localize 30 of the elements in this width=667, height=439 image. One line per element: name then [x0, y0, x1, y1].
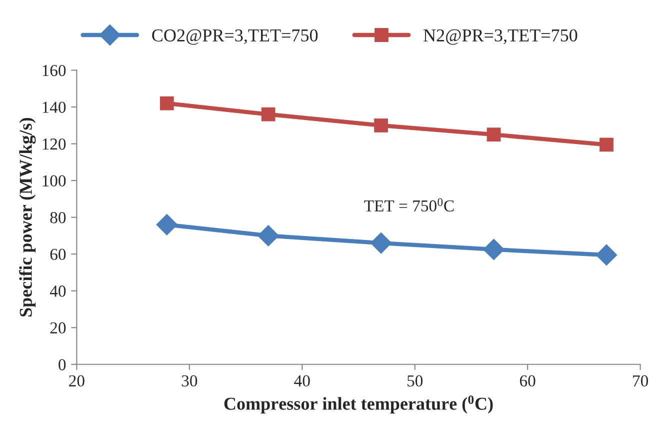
x-tick-label: 60: [520, 375, 536, 387]
legend-label: N2@PR=3,TET=750: [424, 29, 578, 45]
point: [156, 214, 178, 236]
point: [261, 107, 276, 122]
point: [486, 128, 501, 142]
y-tick-label: 120: [42, 138, 66, 150]
y-axis-title: Specific power (MW/kg/s): [19, 118, 36, 316]
x-axis-title: Compressor inlet temperature ($^{0}$C): [224, 395, 493, 414]
legend-label: CO2@PR=3,TET=750: [152, 29, 318, 45]
y-tick-label: 80: [50, 212, 66, 224]
y-tick-label: 60: [50, 248, 66, 260]
point: [483, 238, 504, 260]
x-tick-label: 70: [633, 375, 648, 387]
y-tick-label: 100: [42, 175, 66, 186]
point: [374, 118, 388, 132]
point: [370, 232, 392, 254]
y-tick-label: 140: [42, 102, 66, 113]
point: [160, 96, 174, 110]
x-tick-label: 30: [182, 375, 198, 387]
point: [596, 244, 618, 266]
x-tick-label: 20: [69, 375, 84, 387]
x-tick-label: 50: [408, 375, 423, 387]
y-tick-label: 160: [42, 64, 66, 76]
annotation: TET = 750$^{0}$C: [364, 198, 454, 212]
x-tick-label: 40: [294, 375, 310, 387]
y-tick-label: 0: [58, 359, 66, 370]
point: [258, 225, 279, 246]
y-tick-label: 40: [50, 286, 66, 297]
y-tick-label: 20: [50, 322, 66, 334]
point: [600, 138, 614, 152]
